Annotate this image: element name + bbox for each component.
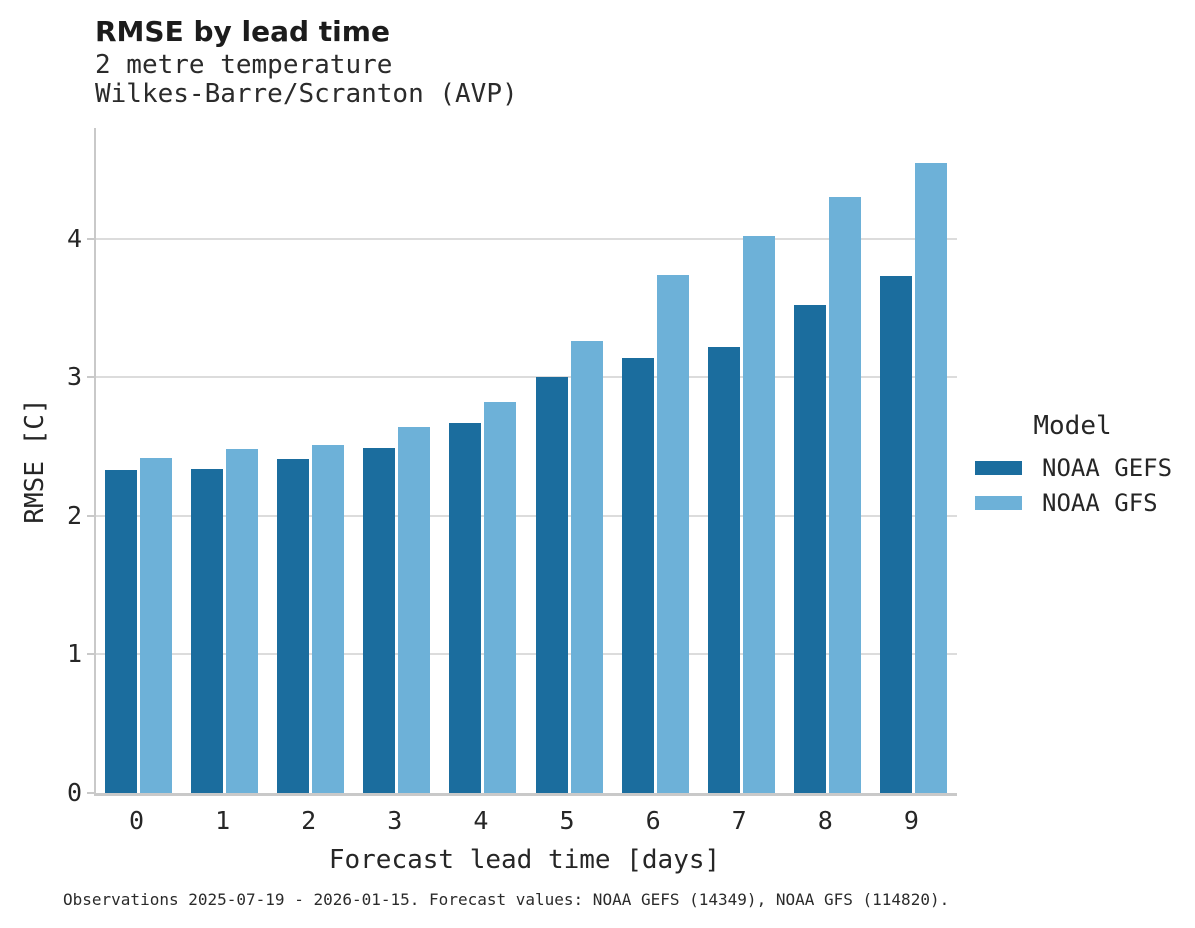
y-axis-title: RMSE [C] [20, 398, 50, 524]
bar-noaa-gfs-lead-3 [398, 427, 431, 793]
y-ticklabel-1: 1 [66, 639, 82, 669]
chart-subtitle-variable: 2 metre temperature [95, 50, 393, 80]
x-ticklabel-2: 2 [301, 806, 317, 835]
bar-noaa-gfs-lead-8 [828, 197, 861, 793]
bar-noaa-gfs-lead-6 [656, 274, 689, 793]
bar-noaa-gfs-lead-7 [742, 236, 775, 793]
y-tickmark-2 [87, 514, 95, 517]
bar-noaa-gefs-lead-4 [449, 423, 482, 793]
chart-title: RMSE by lead time [95, 15, 390, 48]
bar-noaa-gefs-lead-5 [535, 377, 568, 793]
bar-noaa-gfs-lead-1 [226, 449, 259, 793]
bar-noaa-gfs-lead-5 [570, 341, 603, 793]
legend-title: Model [1033, 411, 1112, 441]
legend-item-noaa-gfs: NOAA GFS [965, 485, 1180, 520]
legend: Model NOAA GEFS NOAA GFS [965, 410, 1180, 520]
gridline-y-4 [96, 237, 957, 240]
x-ticklabel-0: 0 [128, 806, 145, 835]
gridline-y-1 [96, 653, 957, 656]
bar-noaa-gefs-lead-0 [105, 470, 137, 793]
bar-noaa-gefs-lead-2 [277, 459, 310, 793]
y-ticklabel-4: 4 [66, 223, 82, 253]
bar-noaa-gefs-lead-7 [707, 346, 740, 793]
y-ticklabel-3: 3 [66, 362, 82, 392]
y-ticklabel-0: 0 [66, 778, 82, 807]
x-ticklabel-3: 3 [387, 806, 403, 835]
legend-swatch-noaa-gefs [975, 460, 1022, 475]
bar-noaa-gfs-lead-0 [140, 457, 172, 793]
bar-noaa-gefs-lead-1 [191, 468, 224, 793]
x-ticklabel-5: 5 [559, 806, 575, 835]
plot-area: 0 1 2 3 4 [67, 128, 957, 807]
legend-item-noaa-gefs: NOAA GEFS [965, 450, 1180, 485]
y-tickmark-1 [87, 653, 95, 656]
x-ticklabel-9: 9 [903, 806, 919, 835]
bar-noaa-gfs-lead-4 [484, 402, 517, 793]
x-ticklabel-7: 7 [731, 806, 747, 835]
chart-subtitle-location: Wilkes-Barre/Scranton (AVP) [95, 79, 518, 109]
x-ticklabel-8: 8 [817, 806, 833, 835]
bar-noaa-gfs-lead-2 [312, 445, 345, 793]
legend-swatch-noaa-gfs [975, 495, 1022, 510]
y-tickmark-3 [87, 376, 95, 379]
bar-noaa-gefs-lead-6 [621, 357, 654, 793]
bar-noaa-gefs-lead-3 [363, 448, 396, 793]
bar-noaa-gefs-lead-9 [879, 276, 912, 793]
legend-label-noaa-gefs: NOAA GEFS [1042, 453, 1173, 482]
x-axis-title: Forecast lead time [days] [328, 845, 721, 875]
gridline-y-2 [96, 514, 957, 517]
bar-noaa-gfs-lead-9 [914, 162, 947, 793]
y-ticklabel-2: 2 [66, 500, 82, 530]
legend-label-noaa-gfs: NOAA GFS [1042, 488, 1158, 517]
gridline-y-3 [96, 376, 957, 379]
x-ticklabel-4: 4 [473, 806, 489, 835]
y-tickmark-4 [87, 237, 95, 240]
y-tickmark-0 [87, 792, 95, 794]
bar-noaa-gefs-lead-8 [793, 305, 826, 793]
x-ticklabel-6: 6 [645, 806, 661, 835]
footnote-caption: Observations 2025-07-19 - 2026-01-15. Fo… [63, 890, 950, 909]
x-ticklabel-1: 1 [215, 806, 231, 835]
